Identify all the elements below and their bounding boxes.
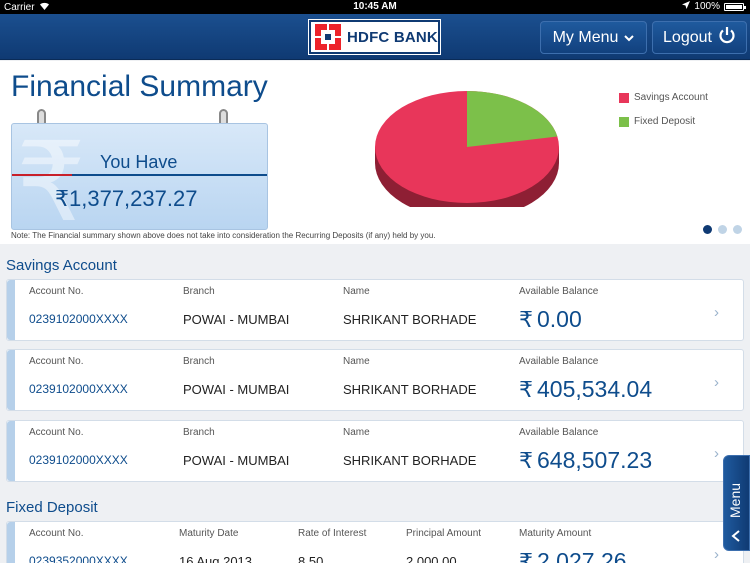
account-number: 0239102000XXXX — [29, 382, 128, 396]
legend-swatch — [619, 92, 629, 103]
logout-button[interactable]: Logout — [652, 21, 747, 54]
fixed-deposit-row[interactable]: Account No. Maturity Date Rate of Intere… — [6, 521, 744, 563]
name-label: Name — [343, 286, 370, 297]
bank-name: HDFC BANK — [347, 28, 438, 46]
branch-value: POWAI - MUMBAI — [183, 453, 290, 468]
chevron-right-icon: › — [714, 304, 719, 321]
status-time: 10:45 AM — [353, 1, 397, 12]
savings-section-heading: Savings Account — [6, 257, 117, 274]
maturity-amount-value: 2,027.26 — [537, 548, 627, 563]
wifi-icon — [39, 1, 50, 13]
chevron-right-icon: › — [714, 445, 719, 462]
branch-value: POWAI - MUMBAI — [183, 312, 290, 327]
branch-label: Branch — [183, 427, 215, 438]
maturity-amount-label: Maturity Amount — [519, 528, 592, 539]
account-no-label: Account No. — [29, 528, 84, 539]
page-dot[interactable] — [718, 225, 727, 234]
pie-slice-fixed-deposit — [467, 91, 558, 147]
chevron-left-icon — [731, 530, 741, 545]
hdfc-bank-logo: HDFC BANK — [308, 19, 441, 55]
total-amount-value: 1,377,237.27 — [69, 186, 198, 211]
summary-pie-chart[interactable] — [372, 77, 562, 207]
principal-value: 2,000.00 — [406, 554, 457, 563]
carrier-label: Carrier — [4, 1, 35, 13]
account-holder-name: SHRIKANT BORHADE — [343, 382, 477, 397]
chevron-down-icon — [624, 29, 635, 47]
account-holder-name: SHRIKANT BORHADE — [343, 312, 477, 327]
maturity-amount: ₹2,027.26 — [519, 548, 627, 563]
account-number: 0239102000XXXX — [29, 312, 128, 326]
financial-summary-panel: Financial Summary ₹ You Have ₹1,377,237.… — [0, 61, 750, 244]
available-balance: ₹0.00 — [519, 306, 582, 333]
maturity-date-value: 16 Aug 2013 — [179, 554, 253, 563]
side-menu-tab[interactable]: Menu — [723, 455, 750, 551]
page-dot[interactable] — [733, 225, 742, 234]
battery-percent: 100% — [694, 1, 720, 12]
balance-value: 0.00 — [537, 306, 582, 332]
page-dot[interactable] — [703, 225, 712, 234]
branch-label: Branch — [183, 286, 215, 297]
rupee-icon: ₹ — [519, 378, 533, 403]
chevron-right-icon: › — [714, 374, 719, 391]
legend-label: Fixed Deposit — [634, 116, 696, 127]
available-balance: ₹405,534.04 — [519, 376, 652, 403]
rate-of-interest-label: Rate of Interest — [298, 528, 367, 539]
savings-account-row[interactable]: Account No. Branch Name Available Balanc… — [6, 420, 744, 482]
branch-label: Branch — [183, 356, 215, 367]
status-bar: Carrier 10:45 AM 100% — [0, 0, 750, 14]
my-menu-label: My Menu — [552, 28, 619, 46]
summary-note: Note: The Financial summary shown above … — [11, 231, 436, 240]
total-balance-card: ₹ You Have ₹1,377,237.27 — [11, 123, 268, 230]
available-balance-label: Available Balance — [519, 427, 599, 438]
account-no-label: Account No. — [29, 427, 84, 438]
account-no-label: Account No. — [29, 286, 84, 297]
branch-value: POWAI - MUMBAI — [183, 382, 290, 397]
available-balance-label: Available Balance — [519, 286, 599, 297]
rupee-icon: ₹ — [519, 550, 533, 563]
chart-legend: Savings Account Fixed Deposit — [619, 92, 708, 140]
rate-value: 8.50 — [298, 554, 324, 563]
battery-icon — [724, 2, 746, 11]
legend-item-fixed-deposit: Fixed Deposit — [619, 116, 708, 127]
total-amount: ₹1,377,237.27 — [55, 186, 197, 212]
principal-amount-label: Principal Amount — [406, 528, 482, 539]
card-label: You Have — [100, 152, 178, 172]
name-label: Name — [343, 356, 370, 367]
rupee-watermark-icon: ₹ — [16, 123, 86, 230]
savings-account-row[interactable]: Account No. Branch Name Available Balanc… — [6, 349, 744, 411]
legend-label: Savings Account — [634, 92, 708, 103]
chevron-right-icon: › — [714, 546, 719, 563]
account-holder-name: SHRIKANT BORHADE — [343, 453, 477, 468]
available-balance: ₹648,507.23 — [519, 447, 652, 474]
side-menu-label: Menu — [727, 482, 743, 518]
balance-value: 405,534.04 — [537, 376, 653, 402]
name-label: Name — [343, 427, 370, 438]
location-icon — [682, 1, 691, 12]
legend-swatch — [619, 116, 629, 127]
balance-value: 648,507.23 — [537, 447, 653, 473]
top-nav-bar: HDFC BANK My Menu Logout — [0, 14, 750, 60]
account-number: 0239102000XXXX — [29, 453, 128, 467]
my-menu-button[interactable]: My Menu — [540, 21, 647, 54]
legend-item-savings: Savings Account — [619, 92, 708, 103]
fixed-deposit-section-heading: Fixed Deposit — [6, 499, 98, 516]
rupee-icon: ₹ — [519, 449, 533, 474]
account-number: 0239352000XXXX — [29, 554, 128, 563]
maturity-date-label: Maturity Date — [179, 528, 239, 539]
power-icon — [718, 26, 736, 49]
page-title: Financial Summary — [11, 70, 268, 103]
rupee-icon: ₹ — [55, 187, 69, 212]
savings-account-row[interactable]: Account No. Branch Name Available Balanc… — [6, 279, 744, 341]
rupee-icon: ₹ — [519, 308, 533, 333]
available-balance-label: Available Balance — [519, 356, 599, 367]
account-no-label: Account No. — [29, 356, 84, 367]
logout-label: Logout — [663, 28, 712, 46]
hdfc-logo-icon — [315, 24, 341, 50]
page-indicator[interactable] — [703, 225, 742, 234]
